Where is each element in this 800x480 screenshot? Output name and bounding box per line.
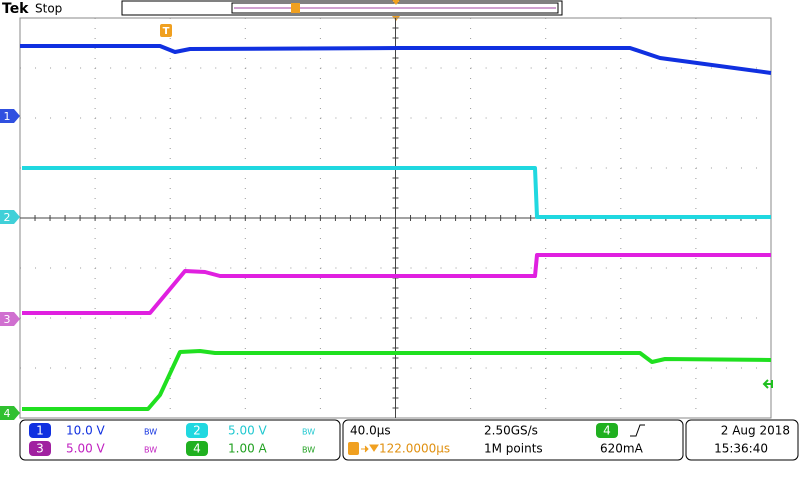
ch1-number: 1 — [36, 424, 44, 438]
time-scale: 40.0µs — [350, 424, 391, 438]
trace-ch2 — [22, 166, 771, 219]
ch1-badge — [29, 423, 51, 438]
trigger-level: 620mA — [600, 442, 644, 456]
ch4-marker-label: 4 — [4, 407, 11, 420]
ch3-bw: BW — [144, 446, 157, 455]
datetime-panel — [685, 419, 799, 461]
ch1-bw: BW — [144, 428, 157, 437]
ch3-marker-label: 3 — [4, 313, 11, 326]
trace-ch1 — [20, 44, 772, 75]
trigger-level-marker — [762, 379, 773, 389]
ch2-scale: 5.00 V — [228, 424, 268, 438]
status: Stop — [35, 2, 62, 16]
trace-ch3 — [22, 253, 771, 315]
trace-ch4 — [22, 349, 772, 411]
ch4-marker — [0, 406, 20, 420]
time: 15:36:40 — [714, 442, 768, 456]
sample-rate: 2.50GS/s — [484, 424, 538, 438]
ch3-marker — [0, 312, 20, 326]
trigger-slope — [630, 424, 645, 437]
trigger-pos-arrows — [361, 444, 379, 453]
record-length: 1M points — [484, 442, 543, 456]
ch1-scale: 10.0 V — [66, 424, 106, 438]
trigger-pos-icon — [348, 442, 359, 455]
ch3-number: 3 — [36, 442, 44, 456]
trigger-position-marker — [160, 24, 172, 37]
ch4-badge — [186, 441, 208, 456]
ch2-badge — [186, 423, 208, 438]
ch3-badge — [29, 441, 51, 456]
ch4-bw: BW — [302, 446, 315, 455]
brand: Tek — [2, 1, 29, 17]
ch4-number: 4 — [193, 442, 201, 456]
date: 2 Aug 2018 — [721, 424, 790, 438]
ch1-marker — [0, 109, 20, 123]
ch2-marker-label: 2 — [4, 211, 11, 224]
ch1-marker-label: 1 — [4, 110, 11, 123]
trigger-position: 122.0000µs — [379, 442, 450, 456]
center-marker — [392, 0, 400, 5]
ch2-marker — [0, 210, 20, 224]
trigger-source: 4 — [603, 424, 611, 438]
overview-trigger — [291, 3, 300, 13]
ch2-bw: BW — [302, 428, 315, 437]
ch2-number: 2 — [193, 424, 201, 438]
channel-markers: 1 2 3 4 — [0, 109, 773, 420]
trigger-position-label: T — [163, 26, 170, 37]
ch3-scale: 5.00 V — [66, 442, 106, 456]
channel-panel — [19, 419, 341, 461]
ch4-scale: 1.00 A — [228, 442, 268, 456]
trigger-source-badge — [596, 423, 618, 438]
